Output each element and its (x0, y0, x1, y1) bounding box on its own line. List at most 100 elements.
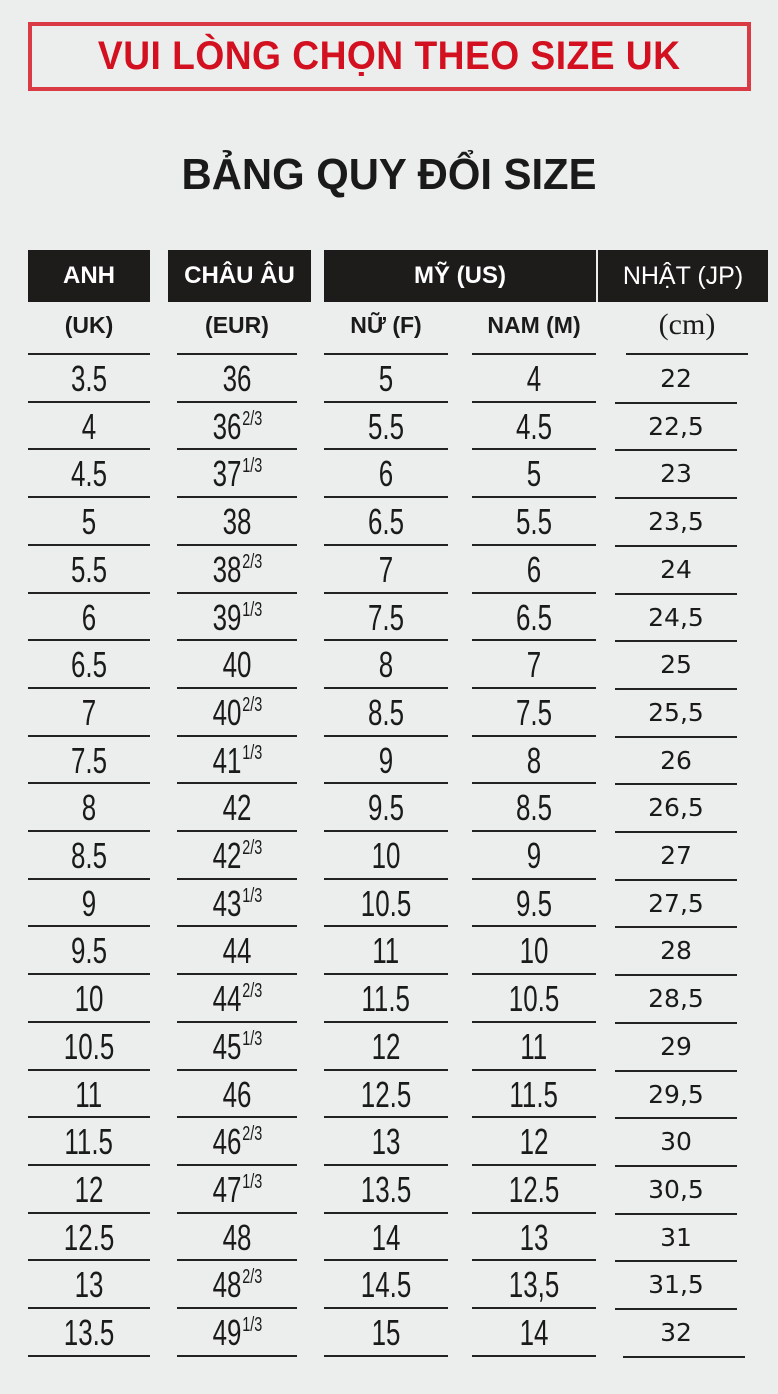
cell-text: 47 (212, 1168, 242, 1210)
table-cell-us-f: 14.5 (324, 1264, 448, 1306)
row-divider-line (472, 496, 596, 499)
cell-text: 9.5 (70, 930, 108, 972)
cell-value: 25 (660, 650, 692, 679)
divider-line (626, 353, 748, 355)
table-cell-us-f: 9.5 (324, 787, 448, 829)
table-cell-us-m: 8.5 (472, 787, 596, 829)
cell-value: 9 (82, 883, 96, 925)
row-divider-line (28, 1020, 150, 1023)
eur-fraction: 1/3 (241, 598, 262, 621)
row-divider-line (472, 1068, 596, 1071)
cell-text: 15 (371, 1312, 401, 1353)
table-cell-jp: 26,5 (615, 793, 737, 822)
cell-value: 11 (373, 930, 400, 972)
row-divider-line (324, 639, 448, 642)
cell-text: 37 (212, 453, 242, 495)
table-cell-us-f: 11 (324, 930, 448, 972)
cell-value: 10.5 (64, 1026, 114, 1068)
cell-text: 31 (660, 1222, 692, 1252)
row-divider-line (615, 1308, 737, 1310)
cell-text: 28 (660, 936, 692, 966)
cell-value: 422/3 (212, 835, 262, 877)
cell-value: 11.5 (362, 978, 411, 1020)
cell-text: 31,5 (648, 1270, 704, 1300)
row-divider-line (615, 735, 737, 738)
cell-text: 7.5 (515, 691, 553, 733)
cell-value: 9 (379, 740, 393, 782)
cell-value: 8.5 (516, 787, 552, 829)
table-cell-us-m: 8 (472, 740, 596, 782)
divider-line (177, 353, 297, 355)
cell-text: 13.5 (360, 1168, 412, 1210)
cell-value: 44 (223, 930, 252, 972)
cell-value: 29 (660, 1032, 692, 1061)
cell-value: 6.5 (516, 597, 552, 639)
eur-fraction: 1/3 (241, 1027, 262, 1050)
cell-value: 30 (660, 1127, 692, 1156)
cell-text: 13 (371, 1121, 401, 1163)
eur-fraction: 1/3 (241, 884, 262, 907)
cell-value: 28 (660, 936, 692, 965)
cell-value: 13.5 (64, 1312, 114, 1354)
row-divider-line (324, 734, 448, 737)
cell-value: 28,5 (648, 984, 704, 1013)
cell-text: 11 (520, 1025, 548, 1067)
table-cell-us-m: 14 (472, 1312, 596, 1354)
table-cell-eur: 482/3 (177, 1264, 297, 1306)
row-divider-line (472, 1354, 596, 1357)
row-divider-line (177, 973, 297, 976)
table-cell-uk: 3.5 (28, 358, 150, 400)
cell-value: 12.5 (361, 1074, 411, 1116)
table-cell-uk: 13.5 (28, 1312, 150, 1354)
table-cell-uk: 10.5 (28, 1026, 150, 1068)
cell-value: 23 (660, 459, 692, 488)
cell-text: 23 (660, 459, 692, 489)
table-cell-uk: 5 (28, 501, 150, 543)
cell-text: 14 (371, 1216, 401, 1258)
table-cell-eur: 362/3 (177, 406, 297, 448)
row-divider-line (615, 1021, 737, 1024)
cell-text: 4 (81, 405, 97, 447)
cell-value: 42 (223, 787, 252, 829)
table-cell-jp: 27,5 (615, 889, 737, 918)
cell-value: 26,5 (648, 793, 704, 822)
cell-text: 11.5 (361, 978, 411, 1020)
table-cell-uk: 8 (28, 787, 150, 829)
cell-value: 12 (75, 1169, 104, 1211)
cell-value: 8.5 (368, 692, 404, 734)
cell-value: 12 (372, 1026, 401, 1068)
cell-text: 30,5 (648, 1174, 704, 1204)
cell-text: 10.5 (508, 978, 560, 1020)
table-cell-uk: 11.5 (28, 1121, 150, 1163)
row-divider-line (472, 925, 596, 928)
table-cell-eur: 44 (177, 930, 297, 972)
cell-value: 11 (521, 1026, 548, 1068)
cell-text: 11 (372, 930, 400, 972)
table-cell-us-f: 8 (324, 644, 448, 686)
table-cell-eur: 371/3 (177, 453, 297, 495)
row-divider-line (472, 448, 596, 451)
table-cell-us-f: 8.5 (324, 692, 448, 734)
table-cell-us-m: 10 (472, 930, 596, 972)
table-cell-jp: 23 (615, 459, 737, 488)
cell-text: 12.5 (360, 1073, 412, 1115)
cell-text: 8 (378, 644, 394, 686)
table-cell-eur: 411/3 (177, 740, 297, 782)
cell-text: 8 (81, 787, 97, 829)
cell-value: 7.5 (516, 692, 552, 734)
row-divider-line (324, 1307, 448, 1309)
cell-text: 23,5 (648, 507, 704, 537)
row-divider-line (472, 543, 596, 546)
row-divider-line (177, 782, 297, 785)
cell-text: 14.5 (360, 1264, 412, 1306)
row-divider-line (324, 496, 448, 499)
table-cell-jp: 28,5 (615, 984, 737, 1013)
table-cell-us-f: 15 (324, 1312, 448, 1354)
cell-text: 5 (526, 453, 542, 495)
table-cell-eur: 391/3 (177, 597, 297, 639)
row-divider-line (324, 1163, 448, 1166)
cell-text: 7 (81, 691, 97, 733)
table-cell-jp: 30,5 (615, 1175, 737, 1204)
row-divider-line (177, 1163, 297, 1166)
cell-value: 5 (82, 501, 96, 543)
